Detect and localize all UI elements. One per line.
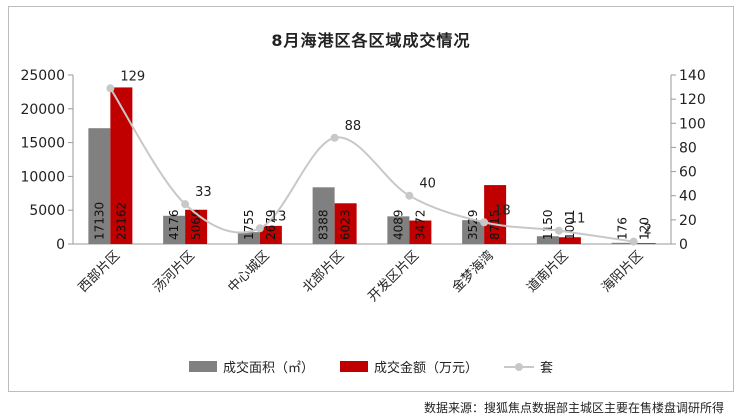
point-units — [255, 224, 264, 233]
x-tick-label: 中心城区 — [225, 248, 272, 295]
point-units-label: 11 — [569, 212, 586, 227]
point-units-label: 13 — [270, 209, 287, 224]
source-note: 数据来源：搜狐焦点数据部主城区主要在售楼盘调研所得 — [423, 401, 724, 415]
point-units — [106, 84, 115, 93]
y-left-tick-label: 20000 — [20, 102, 65, 118]
point-units — [554, 226, 563, 235]
x-tick-label: 北部片区 — [300, 248, 347, 295]
bar-amount — [484, 185, 507, 244]
bar-amount — [558, 237, 581, 244]
bar-area-label: 8388 — [317, 209, 331, 240]
point-units-label: 33 — [195, 185, 212, 200]
bar-amount — [633, 243, 656, 244]
legend-label-area: 成交面积（㎡） — [222, 361, 314, 376]
y-left-tick-label: 5000 — [29, 203, 65, 219]
point-units-label: 129 — [120, 69, 145, 84]
legend-item-area: 成交面积（㎡） — [188, 357, 314, 376]
x-tick-label: 海阳片区 — [599, 248, 646, 295]
bar-area — [88, 128, 111, 244]
x-tick-label: 西部片区 — [76, 248, 123, 295]
bar-amount-label: 23162 — [114, 202, 128, 240]
chart-title: 8月海港区各区域成交情况 — [271, 31, 471, 50]
bar-area-label: 176 — [616, 217, 630, 240]
y-right-tick-label: 100 — [679, 116, 706, 132]
bar-amount-label: 6023 — [339, 209, 353, 240]
point-units-label: 40 — [419, 177, 436, 192]
y-right-tick-label: 0 — [679, 237, 688, 253]
bar-area — [611, 242, 634, 244]
x-tick-label: 道南片区 — [524, 248, 572, 296]
bar-area-label: 3529 — [466, 209, 480, 240]
bar-amount-label: 120 — [638, 217, 652, 240]
bar-area — [163, 215, 186, 244]
point-units — [480, 218, 489, 227]
bar-area — [312, 187, 335, 244]
y-right-tick-label: 80 — [679, 140, 697, 156]
legend-swatch-units — [504, 361, 534, 372]
legend-swatch-area — [188, 361, 217, 372]
bar-amount — [334, 203, 357, 244]
legend-label-amount: 成交金额（万元） — [373, 361, 478, 376]
bar-amount — [409, 220, 432, 244]
point-units-label: 88 — [345, 119, 362, 134]
x-tick-label: 金梦海湾 — [449, 248, 497, 296]
bar-area — [237, 232, 260, 244]
legend-label-units: 套 — [540, 361, 554, 376]
bar-area — [462, 220, 485, 244]
bar-area-label: 17130 — [92, 202, 106, 240]
bar-amount — [110, 87, 133, 244]
chart-plot: 0 5000 10000 15000 20000 25000 0 20 40 60 80 100 120… — [20, 68, 706, 305]
y-right-tick-label: 20 — [679, 213, 697, 229]
y-right-tick-label: 120 — [679, 92, 706, 108]
legend-item-amount: 成交金额（万元） — [339, 357, 478, 376]
y-left-tick-label: 15000 — [20, 136, 65, 152]
y-right-tick-label: 140 — [679, 68, 706, 84]
x-tick-label: 开发区片区 — [365, 248, 422, 305]
bar-area-label: 4176 — [167, 209, 181, 240]
point-units — [405, 191, 414, 200]
x-tick-label: 汤河片区 — [151, 248, 198, 295]
point-units — [629, 237, 638, 246]
y-left-tick-label: 25000 — [20, 68, 65, 84]
y-right-tick-label: 60 — [679, 165, 697, 181]
point-units-label: 18 — [494, 203, 511, 218]
legend-swatch-amount — [339, 361, 368, 372]
legend-item-units: 套 — [504, 357, 553, 376]
bar-area-label: 1755 — [242, 209, 256, 240]
bar-amount — [259, 225, 282, 244]
point-units-label: 2 — [644, 223, 652, 238]
bar-area — [536, 236, 559, 244]
y-left-tick-label: 10000 — [20, 169, 65, 185]
y-right-tick-label: 40 — [679, 189, 697, 205]
point-units — [181, 200, 190, 209]
chart-legend: 成交面积（㎡） 成交金额（万元） 套 — [9, 357, 733, 376]
bar-amount-label: 3472 — [413, 209, 427, 240]
bar-area-label: 4089 — [391, 209, 405, 240]
bar-area-label: 1150 — [541, 209, 555, 240]
chart-frame: 8月海港区各区域成交情况 0 5000 10000 15000 20000 25000 0 2… — [8, 6, 734, 392]
bar-area — [387, 216, 410, 244]
y-left-tick-label: 0 — [56, 237, 65, 253]
point-units — [330, 133, 339, 142]
